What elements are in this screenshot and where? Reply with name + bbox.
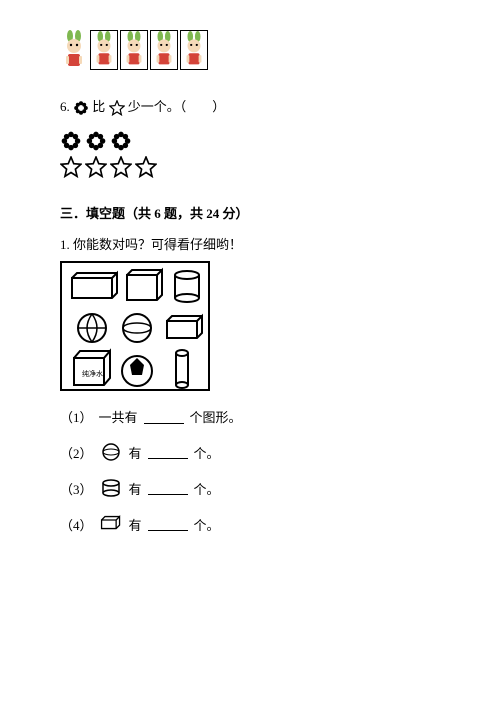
item-before: 有 bbox=[129, 479, 142, 498]
flower-row bbox=[60, 130, 440, 152]
blank-input[interactable] bbox=[148, 445, 188, 459]
star-row bbox=[60, 156, 440, 178]
item-num: （2） bbox=[60, 443, 93, 462]
bunny-item bbox=[150, 30, 178, 70]
bunny-item bbox=[180, 30, 208, 70]
flower-icon bbox=[60, 130, 82, 152]
item-after: 个图形。 bbox=[190, 407, 242, 426]
svg-text:纯净水: 纯净水 bbox=[82, 369, 103, 378]
item-before: 一共有 bbox=[99, 407, 138, 426]
star-icon bbox=[85, 156, 107, 178]
star-icon bbox=[60, 156, 82, 178]
item-after: 个。 bbox=[194, 479, 220, 498]
question-6: 6. 比 少一个。（ ） bbox=[60, 95, 440, 118]
item-after: 个。 bbox=[194, 443, 220, 462]
q6-mid: 比 bbox=[92, 99, 105, 114]
item-3: （3） 有 个。 bbox=[60, 478, 440, 498]
star-icon bbox=[110, 156, 132, 178]
item-1: （1） 一共有 个图形。 bbox=[60, 407, 440, 426]
star-icon bbox=[109, 100, 125, 116]
cuboid-icon bbox=[99, 514, 123, 534]
item-after: 个。 bbox=[194, 515, 220, 534]
bunny-row bbox=[60, 30, 440, 70]
blank-input[interactable] bbox=[148, 517, 188, 531]
blank-input[interactable] bbox=[148, 481, 188, 495]
flower-icon bbox=[110, 130, 132, 152]
section-3-title: 三．填空题（共 6 题，共 24 分） bbox=[60, 203, 440, 222]
q6-suffix: 少一个。（ ） bbox=[128, 99, 226, 114]
q1-intro: 1. 你能数对吗？可得看仔细哟！ bbox=[60, 234, 440, 253]
bunny-item bbox=[90, 30, 118, 70]
bunny-item bbox=[60, 30, 88, 70]
star-icon bbox=[135, 156, 157, 178]
item-2: （2） 有 个。 bbox=[60, 442, 440, 462]
item-num: （3） bbox=[60, 479, 93, 498]
item-before: 有 bbox=[129, 515, 142, 534]
blank-input[interactable] bbox=[144, 410, 184, 424]
sphere-icon bbox=[99, 442, 123, 462]
item-num: （1） bbox=[60, 407, 93, 426]
cylinder-icon bbox=[99, 478, 123, 498]
flower-icon bbox=[73, 100, 89, 116]
q6-prefix: 6. bbox=[60, 99, 70, 114]
bunny-item bbox=[120, 30, 148, 70]
item-num: （4） bbox=[60, 515, 93, 534]
shapes-box: 纯净水 bbox=[60, 261, 210, 391]
item-4: （4） 有 个。 bbox=[60, 514, 440, 534]
flower-icon bbox=[85, 130, 107, 152]
item-before: 有 bbox=[129, 443, 142, 462]
